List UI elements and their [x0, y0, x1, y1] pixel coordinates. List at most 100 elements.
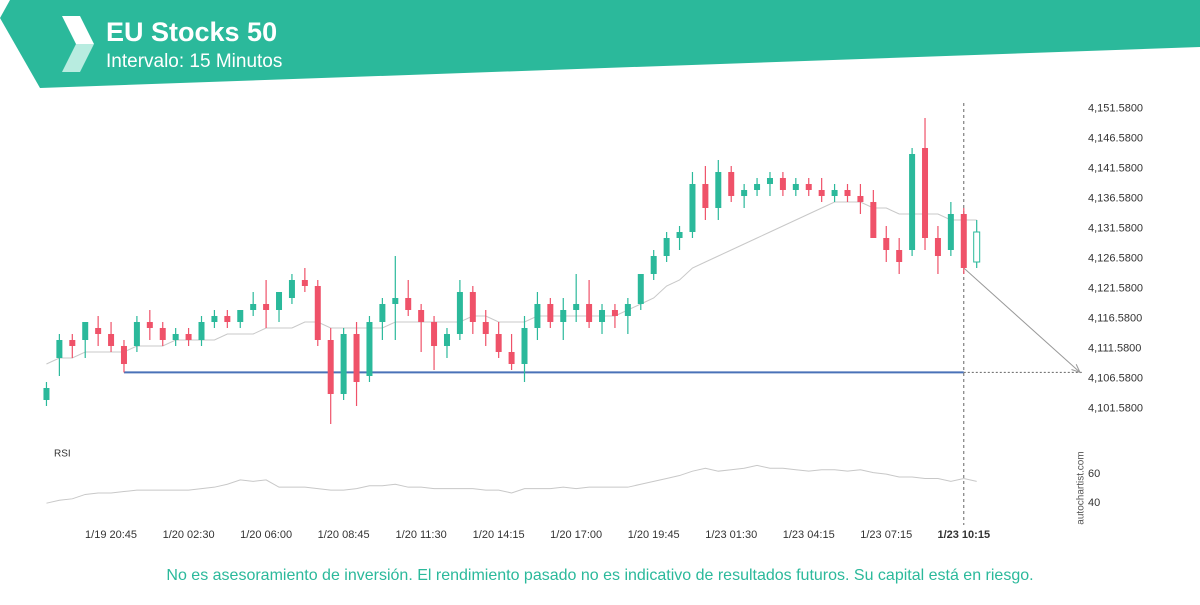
candle-body — [896, 250, 903, 262]
candle-body — [237, 310, 244, 322]
candle-body — [637, 274, 644, 304]
candle-body — [224, 316, 231, 322]
x-tick-label: 1/23 07:15 — [860, 529, 912, 541]
header-title: EU Stocks 50 — [106, 17, 277, 47]
x-tick-label: 1/20 02:30 — [163, 529, 215, 541]
candle-body — [650, 256, 657, 274]
candle-body — [366, 322, 373, 376]
logo-top — [62, 16, 94, 44]
candle-body — [792, 184, 799, 190]
watermark: autochartist.com — [1076, 451, 1087, 524]
candle-body — [547, 304, 554, 322]
y-tick-label: 4,126.5800 — [1088, 252, 1143, 264]
y-tick-label: 4,116.5800 — [1088, 312, 1142, 324]
y-tick-label: 4,141.5800 — [1088, 162, 1143, 174]
x-tick-label: 1/20 17:00 — [550, 529, 602, 541]
x-tick-label: 1/23 04:15 — [783, 529, 835, 541]
candle-body — [146, 322, 153, 328]
candle-body — [95, 328, 102, 334]
candle-body — [947, 214, 954, 250]
candle-body — [353, 334, 360, 382]
y-tick-label: 4,111.5800 — [1088, 342, 1141, 354]
candle-body — [405, 298, 412, 310]
rsi-label: RSI — [54, 449, 71, 460]
x-tick-label: 1/19 20:45 — [85, 529, 137, 541]
x-tick-label: 1/23 01:30 — [705, 529, 757, 541]
candle-body — [909, 154, 916, 250]
candle-body — [379, 304, 386, 322]
candle-body — [276, 292, 283, 310]
candle-body — [818, 190, 825, 196]
candle-body — [715, 172, 722, 208]
candle-body — [133, 322, 140, 346]
candle-body — [392, 298, 399, 304]
header-band — [0, 0, 1200, 88]
candle-body — [431, 322, 438, 346]
x-tick-label: 1/20 06:00 — [240, 529, 292, 541]
forecast-arrow — [963, 267, 1081, 373]
candle-body — [288, 280, 295, 298]
candle-body — [870, 202, 877, 238]
y-tick-label: 4,121.5800 — [1088, 282, 1143, 294]
y-tick-label: 4,136.5800 — [1088, 192, 1143, 204]
candle-body — [779, 178, 786, 190]
candle-body — [508, 352, 515, 364]
y-tick-label: 4,151.5800 — [1088, 102, 1143, 114]
x-tick-label: 1/20 14:15 — [473, 529, 525, 541]
candle-body — [198, 322, 205, 340]
candle-body — [521, 328, 528, 364]
candle-body — [159, 328, 166, 340]
candle-body — [82, 322, 89, 340]
candle-body — [263, 304, 270, 310]
candle-body — [883, 238, 890, 250]
candle-body — [43, 388, 50, 400]
candle-body — [973, 231, 981, 263]
candle-body — [741, 190, 748, 196]
candle-body — [689, 184, 696, 232]
candle-body — [805, 184, 812, 190]
candle-body — [599, 310, 606, 322]
candle-body — [611, 310, 618, 316]
rsi-line — [46, 464, 977, 504]
candle-body — [495, 334, 502, 352]
rsi-tick-label: 40 — [1088, 497, 1100, 509]
y-tick-label: 4,106.5800 — [1088, 372, 1143, 384]
header-subtitle: Intervalo: 15 Minutos — [106, 51, 282, 72]
candle-body — [663, 238, 670, 256]
candle-body — [586, 304, 593, 322]
candle-body — [211, 316, 218, 322]
candle-body — [250, 304, 257, 310]
y-tick-label: 4,101.5800 — [1088, 402, 1143, 414]
forecast-arrow-head — [1071, 364, 1081, 374]
candle-body — [56, 340, 63, 358]
x-tick-label: 1/20 08:45 — [318, 529, 370, 541]
y-tick-label: 4,131.5800 — [1088, 222, 1143, 234]
y-tick-label: 4,146.5800 — [1088, 132, 1143, 144]
candle-body — [120, 346, 127, 364]
candle-body — [314, 286, 321, 340]
header-notch — [0, 0, 10, 18]
candle-body — [857, 196, 864, 202]
candle-body — [766, 178, 773, 184]
rsi-tick-label: 60 — [1088, 468, 1100, 480]
candle-body — [443, 334, 450, 346]
candle-body — [728, 172, 735, 196]
candle-body — [469, 292, 476, 322]
candle-body — [560, 310, 567, 322]
candle-body — [301, 280, 308, 286]
x-tick-label: 1/20 19:45 — [628, 529, 680, 541]
candle-body — [534, 304, 541, 328]
candle-body — [340, 334, 347, 394]
x-tick-label: 1/23 10:15 — [937, 529, 990, 541]
x-tick-label: 1/20 11:30 — [396, 529, 447, 541]
candle-body — [831, 190, 838, 196]
candle-body — [702, 184, 709, 208]
candle-body — [418, 310, 425, 322]
candle-body — [624, 304, 631, 316]
candle-body — [482, 322, 489, 334]
candle-body — [934, 238, 941, 256]
candle-body — [844, 190, 851, 196]
candle-body — [922, 148, 929, 238]
